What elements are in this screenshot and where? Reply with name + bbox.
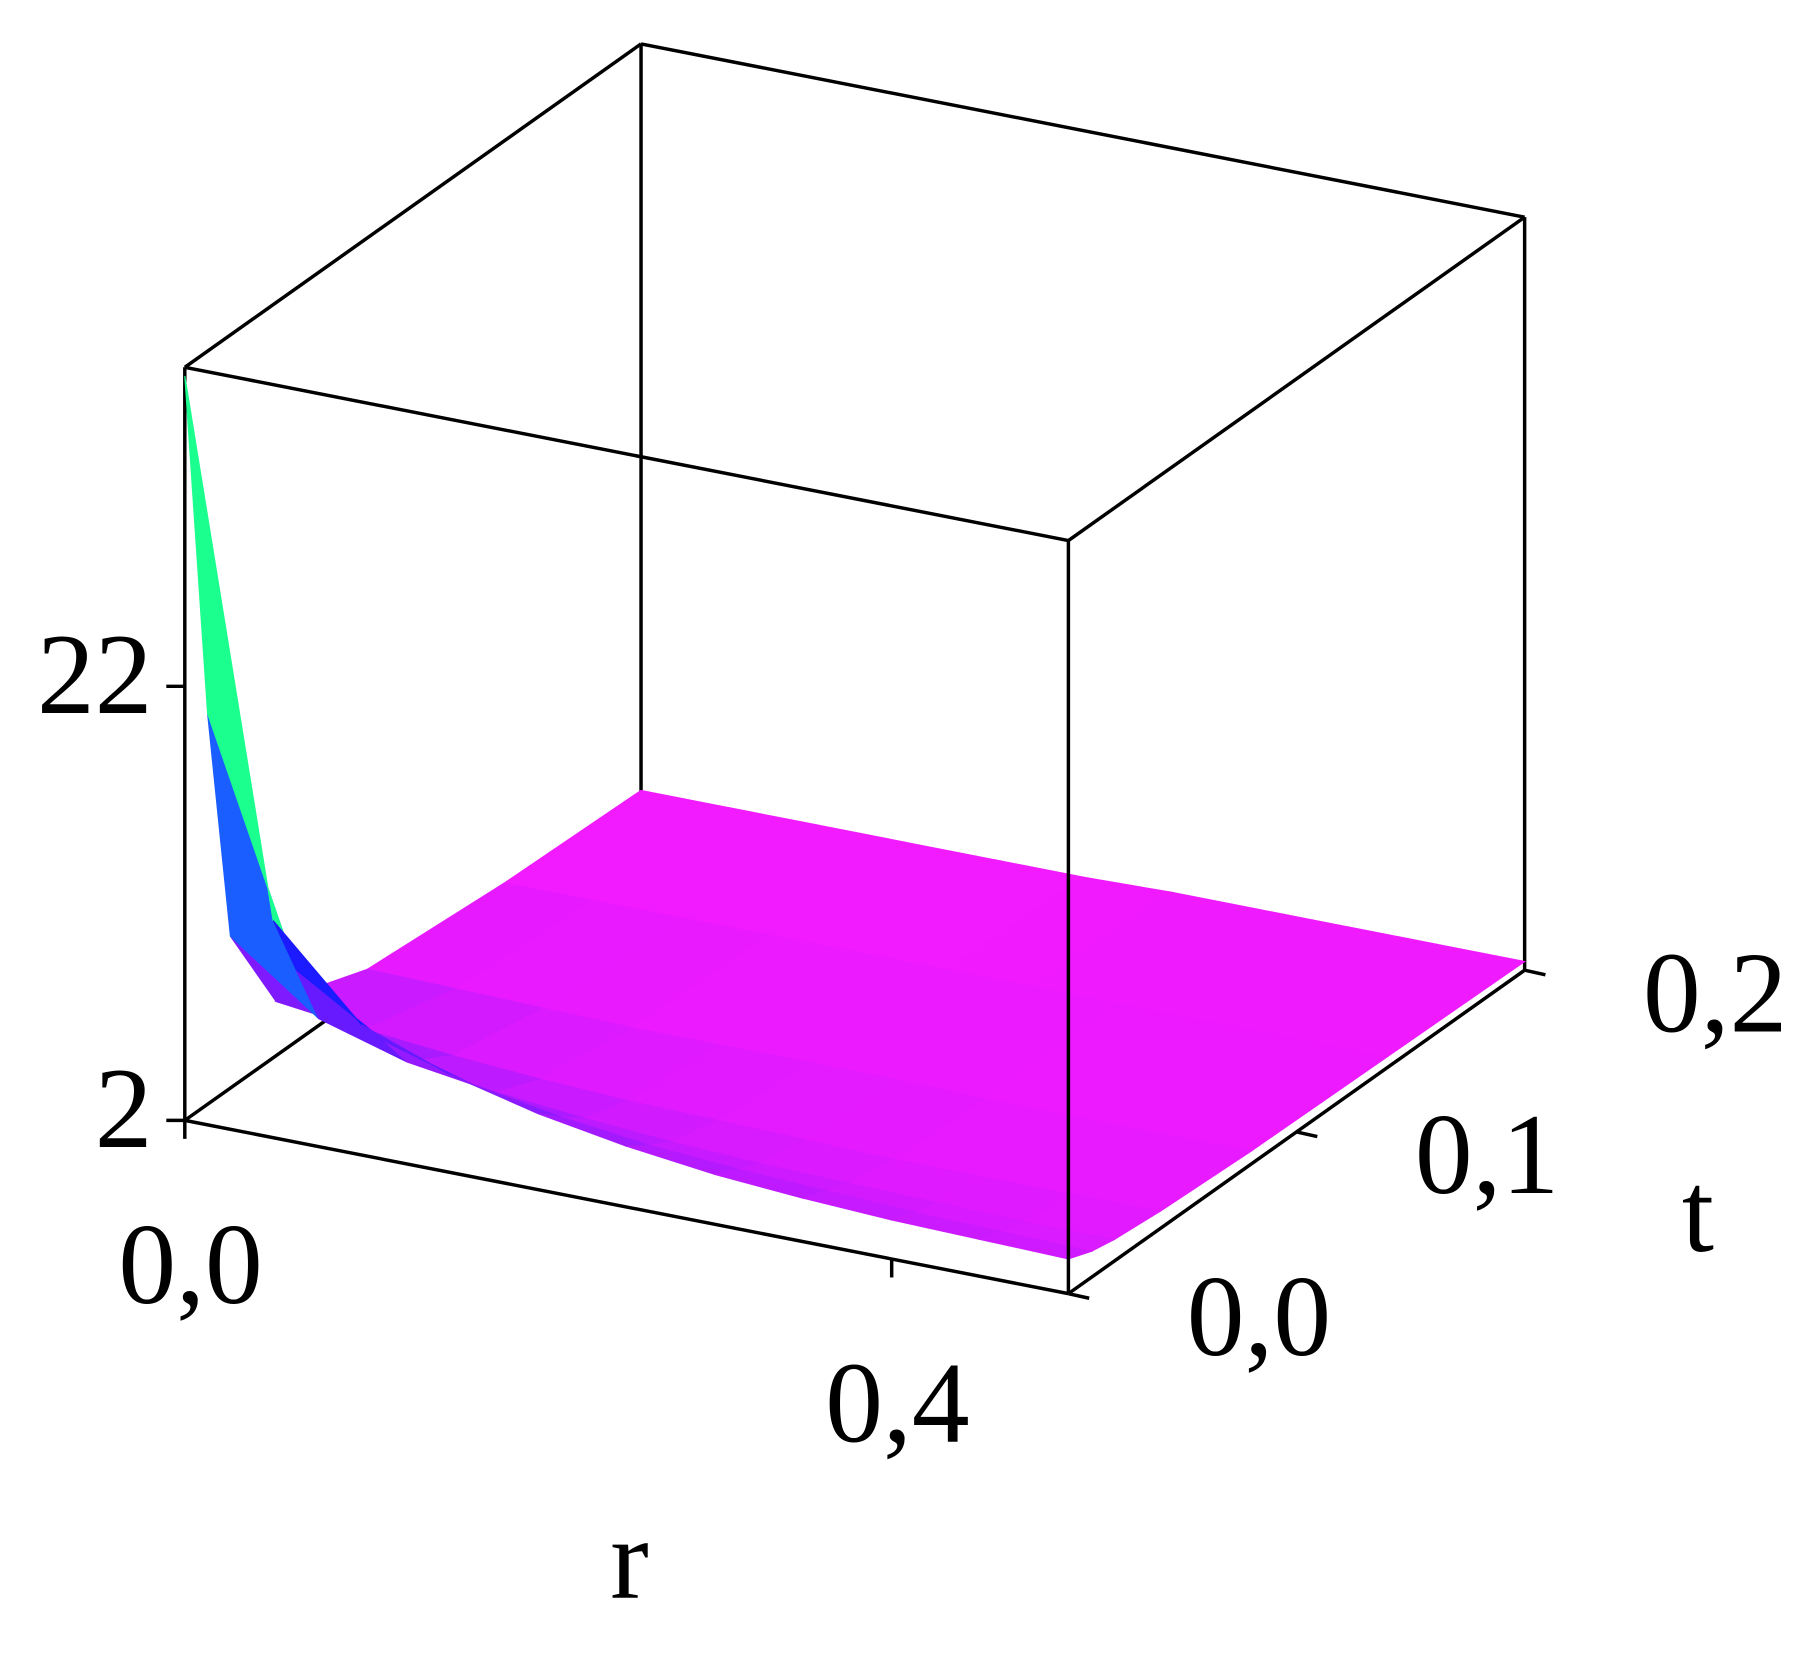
y-tick-label: 0,0 <box>1187 1252 1331 1380</box>
box-edge <box>183 42 643 369</box>
box-edge <box>1067 215 1526 542</box>
box-edge <box>184 1118 1069 1296</box>
y-tick-label: 0,1 <box>1415 1090 1559 1218</box>
x-tick-label: 0,0 <box>118 1200 262 1328</box>
box-edge <box>184 365 1069 543</box>
surface-patch <box>977 1231 1094 1260</box>
y-tick <box>1296 1130 1318 1139</box>
x-tick-label: 0,4 <box>825 1338 969 1466</box>
y-tick <box>1524 968 1546 977</box>
y-tick <box>1068 1291 1090 1300</box>
y-axis-label: t <box>1682 1148 1714 1276</box>
x-axis-label: r <box>610 1494 648 1622</box>
z-tick-label: 2 <box>95 1044 153 1172</box>
y-tick-label: 0,2 <box>1643 928 1787 1056</box>
box-edge <box>640 42 1525 219</box>
z-tick-label: 22 <box>37 610 152 738</box>
